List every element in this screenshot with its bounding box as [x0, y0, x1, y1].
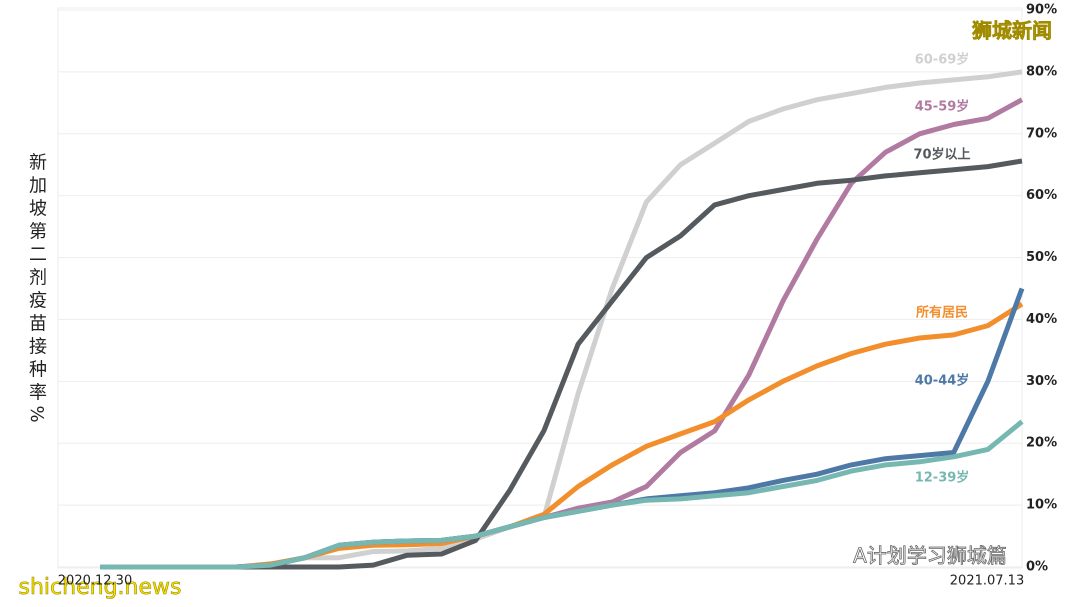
- y-tick-label: 40%: [1026, 312, 1057, 327]
- y-tick-label: 20%: [1026, 436, 1057, 451]
- series-line: [100, 419, 1024, 570]
- y-tick-label: 70%: [1026, 126, 1057, 141]
- y-tick-label: 0%: [1026, 560, 1048, 575]
- series-label: 60-69岁: [915, 52, 970, 68]
- series-line: [100, 301, 1024, 570]
- series-label: 40-44岁: [915, 373, 970, 389]
- series-line: [100, 97, 1024, 570]
- x-tick-label: 2020.12.30: [58, 574, 132, 589]
- lines: [100, 69, 1025, 570]
- y-tick-label: 30%: [1026, 374, 1057, 389]
- y-tick-label: 60%: [1026, 188, 1057, 203]
- series-label: 45-59岁: [915, 99, 970, 115]
- watermark: 狮城新闻: [972, 19, 1052, 43]
- y-tick-label: 50%: [1026, 250, 1057, 265]
- series-label: 12-39岁: [915, 470, 970, 486]
- x-tick-label: 2021.07.13: [950, 574, 1024, 589]
- series-line: [100, 158, 1023, 570]
- watermark: A计划学习狮城篇: [853, 544, 1007, 568]
- y-axis-label: 新加坡第二剂疫苗接种率%: [26, 152, 47, 427]
- watermark: shicheng.news: [19, 575, 182, 600]
- series-line: [100, 287, 1025, 570]
- y-tick-label: 10%: [1026, 498, 1057, 513]
- series-label: 所有居民: [916, 305, 968, 321]
- plot-frame: [57, 7, 1023, 569]
- grid: [58, 9, 1022, 568]
- y-tick-label: 90%: [1026, 3, 1057, 18]
- series-label: 70岁以上: [913, 147, 970, 163]
- y-tick-label: 80%: [1026, 64, 1057, 79]
